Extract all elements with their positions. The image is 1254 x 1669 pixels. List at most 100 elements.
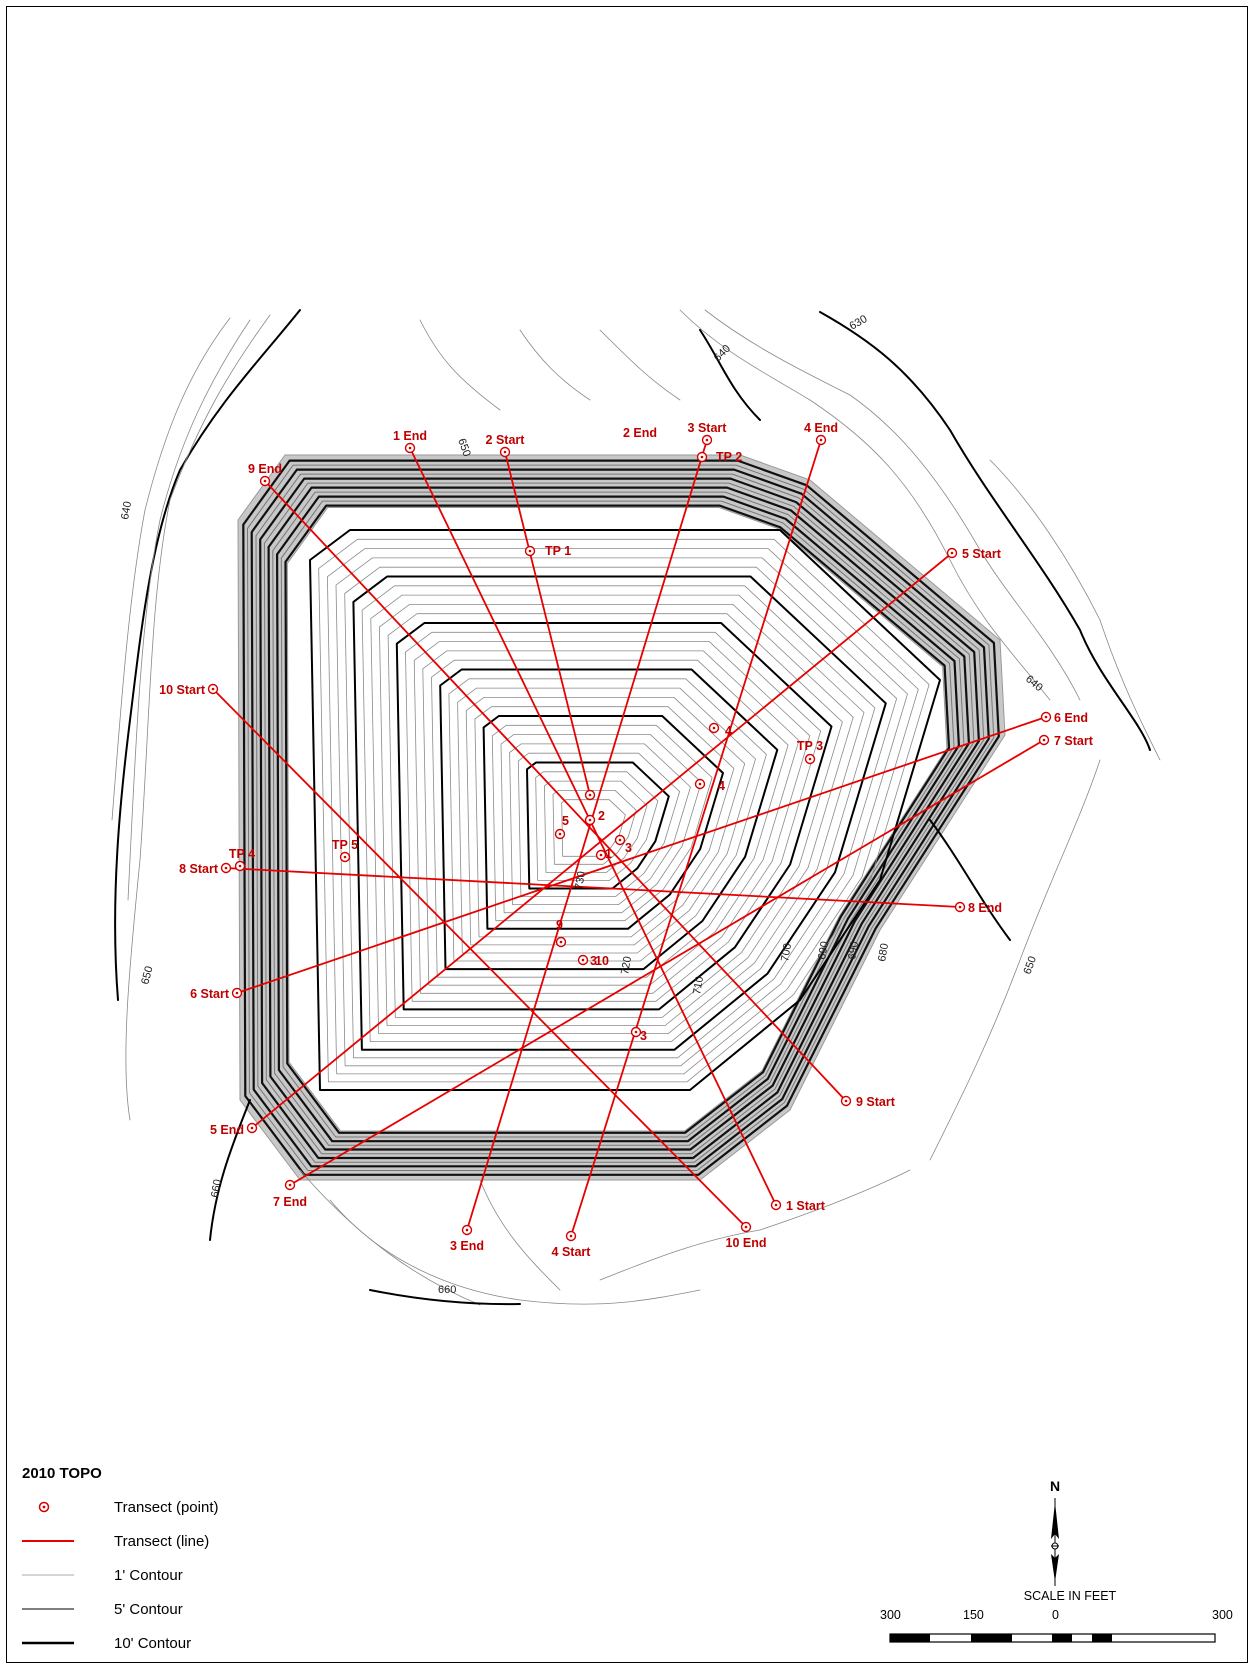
test-pit-point-dot (238, 864, 242, 868)
terrain-contour (599, 1169, 911, 1281)
transect-start-label: 2 Start (486, 433, 526, 447)
terrain-contour (704, 309, 1081, 701)
contour-label: 690 (816, 940, 831, 960)
transect-lines (212, 439, 1047, 1237)
band-contour-thin (272, 491, 965, 1146)
transect-start-label: 5 Start (962, 547, 1002, 561)
transect-start-point-dot (1042, 738, 1046, 742)
transect-end-label: 7 End (273, 1195, 307, 1209)
transect-line-9 (264, 480, 847, 1102)
contour-label: 730 (573, 870, 588, 890)
transect-crossing-point-dot (599, 853, 603, 857)
test-pit-point-dot (343, 855, 347, 859)
band-contour (267, 486, 970, 1151)
transect-line-7 (289, 739, 1045, 1186)
transect-start-point-dot (950, 551, 954, 555)
terrain-contour (819, 311, 1151, 751)
terrain-contour (929, 819, 1011, 941)
contour-10ft (395, 622, 833, 1011)
transect-start-point-dot (569, 1234, 573, 1238)
contour-label: 710 (691, 975, 706, 995)
legend-item-1ft-contour: 1' Contour (22, 1558, 322, 1592)
transect-start-point-dot (844, 1099, 848, 1103)
transect-end-point-dot (744, 1225, 748, 1229)
transect-end-point-dot (588, 793, 592, 797)
terrain-contour (419, 319, 501, 411)
contour-1ft (379, 604, 854, 1026)
legend-title: 2010 TOPO (22, 1465, 102, 1482)
transect-end-point-dot (250, 1126, 254, 1130)
transect-line-3 (466, 439, 708, 1231)
transect-end-label: 5 End (210, 1123, 244, 1137)
terrain-contour (699, 329, 761, 421)
terrain-contour (369, 1289, 521, 1306)
terrain-contour (114, 309, 301, 1001)
terrain-contour (519, 329, 591, 401)
test-pit-point-dot (808, 757, 812, 761)
terrain-contour (929, 759, 1101, 1161)
band-contour-thin (255, 473, 985, 1163)
transect-end-point-dot (263, 479, 267, 483)
legend-item-transect-line: Transect (line) (22, 1524, 322, 1558)
transect-crossing-point-dot (634, 1030, 638, 1034)
point-icon (22, 1497, 92, 1517)
contour-1ft (448, 678, 767, 962)
scale-title: SCALE IN FEET (1023, 1589, 1117, 1603)
contour-1ft (491, 724, 713, 922)
contour-1ft (344, 566, 897, 1059)
scale-tick-label: 300 (880, 1608, 901, 1622)
transect-end-label: 10 End (726, 1236, 767, 1250)
crossing-label: 5 (562, 814, 569, 828)
transect-end-label: 6 End (1054, 711, 1088, 725)
contour-1ft (327, 548, 919, 1075)
contour-1ft (422, 650, 800, 986)
contour-1ft (509, 743, 691, 905)
test-pit-point-dot (528, 549, 532, 553)
test-pit-label: TP 2 (716, 450, 742, 464)
transect-crossing-point-dot (618, 838, 622, 842)
contour-label: 690 (846, 940, 861, 960)
transect-start-label: 7 Start (1054, 734, 1094, 748)
terrain-contour (209, 1099, 251, 1241)
contour-label: 640 (712, 343, 733, 364)
north-arrow-icon (1051, 1498, 1059, 1586)
contour-label: 660 (209, 1178, 224, 1198)
transect-start-label: 8 Start (179, 862, 219, 876)
contour-label: 720 (619, 955, 634, 975)
legend-label: Transect (point) (114, 1498, 219, 1516)
legend-label: Transect (line) (114, 1532, 210, 1550)
scale-tick-label: 0 (1052, 1608, 1059, 1622)
transect-line-10 (212, 688, 747, 1228)
terrain-contour (679, 309, 1051, 701)
contour-label: 640 (1023, 673, 1045, 694)
north-label: N (1049, 1478, 1061, 1494)
contour-label: 630 (848, 313, 870, 333)
crossing-label: 4 (725, 724, 732, 738)
transect-crossing-point-dot (712, 726, 716, 730)
contour-1ft (361, 585, 876, 1042)
crossing-label: 10 (595, 954, 609, 968)
transect-start-label: 6 Start (190, 987, 230, 1001)
band-contour (242, 459, 1000, 1176)
contour-1ft (431, 659, 789, 978)
transect-crossing-point-dot (698, 782, 702, 786)
contour-10ft (352, 575, 887, 1051)
contour-1ft (465, 697, 746, 946)
transect-start-label: 1 Start (786, 1199, 826, 1213)
transect-line-8 (225, 867, 961, 908)
contour-1ft (413, 641, 811, 994)
legend-label: 5' Contour (114, 1600, 183, 1618)
crossing-label: 1 (605, 847, 612, 861)
contour-10ft (526, 761, 670, 890)
transect-line-2 (504, 451, 591, 796)
contour-1ft (318, 538, 930, 1083)
contour-1ft (535, 771, 659, 881)
contour-1ft (552, 790, 637, 865)
band-contour (284, 504, 951, 1134)
contour-1ft (561, 799, 626, 857)
scale-bar (889, 1633, 1216, 1643)
map-frame (6, 6, 1248, 1663)
contour-1ft (517, 752, 680, 897)
transect-end-point-dot (408, 446, 412, 450)
medium-line-icon (22, 1599, 92, 1619)
